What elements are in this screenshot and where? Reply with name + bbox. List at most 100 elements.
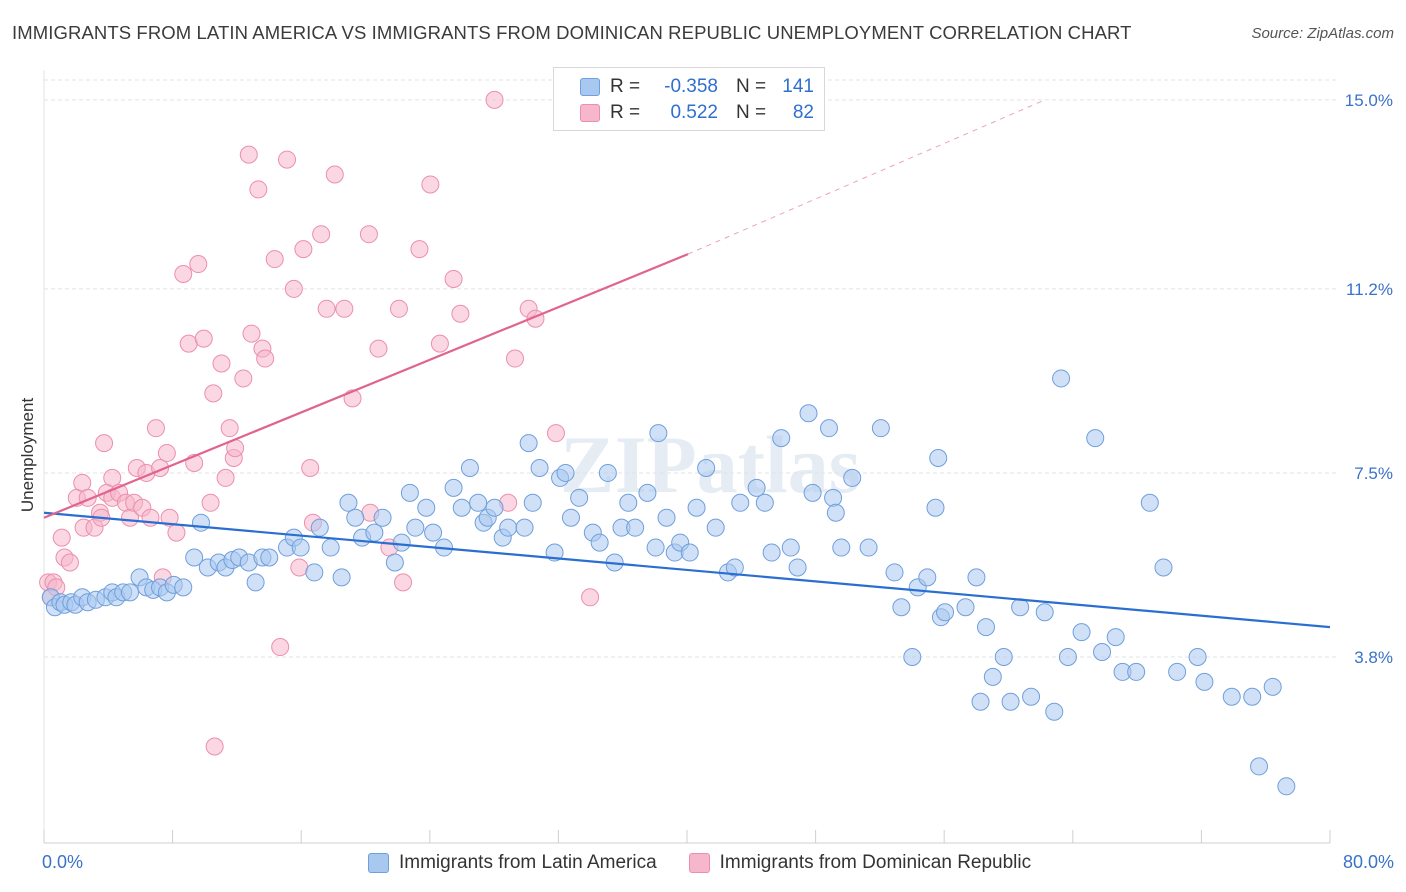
data-point-dominican-republic (359, 225, 378, 244)
data-point-latin-america (321, 538, 340, 557)
data-point-latin-america (469, 493, 488, 512)
series-legend-label: Immigrants from Dominican Republic (719, 852, 1032, 873)
data-point-latin-america (406, 518, 425, 537)
data-point-latin-america (339, 493, 358, 512)
data-point-dominican-republic (239, 145, 258, 164)
data-point-latin-america (515, 518, 534, 537)
data-point-latin-america (1154, 558, 1173, 577)
series-legend-dominican-republic: Immigrants from Dominican Republic (688, 852, 1032, 874)
data-point-dominican-republic (325, 165, 344, 184)
data-point-latin-america (523, 493, 542, 512)
data-point-dominican-republic (60, 553, 79, 572)
data-point-dominican-republic (389, 299, 408, 318)
data-point-latin-america (820, 419, 838, 438)
series-swatch-dominican-republic (688, 853, 710, 873)
data-point-latin-america (956, 598, 975, 617)
data-point-latin-america (936, 603, 955, 622)
data-point-dominican-republic (204, 384, 223, 403)
data-point-dominican-republic (335, 299, 354, 318)
data-point-latin-america (260, 548, 279, 567)
data-point-dominican-republic (146, 419, 165, 438)
data-point-latin-america (892, 598, 911, 617)
data-point-dominican-republic (95, 434, 114, 453)
data-point-dominican-republic (220, 419, 239, 438)
data-point-dominican-republic (167, 523, 186, 542)
data-point-latin-america (731, 493, 750, 512)
data-point-latin-america (697, 458, 716, 477)
data-point-latin-america (755, 493, 774, 512)
data-point-dominican-republic (451, 304, 470, 323)
data-point-latin-america (859, 538, 878, 557)
data-point-latin-america (1058, 647, 1077, 666)
data-point-latin-america (1052, 369, 1071, 388)
data-point-dominican-republic (410, 240, 429, 259)
data-point-latin-america (385, 553, 404, 572)
data-point-latin-america (1250, 757, 1269, 776)
data-point-latin-america (983, 667, 1002, 686)
data-point-dominican-republic (581, 588, 600, 607)
data-point-latin-america (424, 523, 443, 542)
data-point-latin-america (561, 508, 580, 527)
legend-n-value: 141 (782, 76, 814, 97)
data-point-latin-america (1022, 687, 1041, 706)
x-axis (43, 70, 1331, 844)
data-point-latin-america (903, 647, 922, 666)
data-point-dominican-republic (212, 354, 231, 373)
data-point-latin-america (444, 478, 463, 497)
data-point-latin-america (365, 523, 384, 542)
data-point-latin-america (967, 568, 986, 587)
legend-swatch-dominican-republic (580, 104, 600, 122)
data-point-latin-america (788, 558, 807, 577)
y-tick-label: 15.0% (1345, 91, 1393, 110)
data-point-latin-america (885, 563, 904, 582)
data-point-latin-america (1035, 603, 1054, 622)
data-point-latin-america (638, 483, 657, 502)
legend-row-latin-america: R = -0.358 N = 141 (580, 75, 814, 99)
data-point-latin-america (843, 468, 862, 487)
data-point-latin-america (832, 538, 851, 557)
series-swatch-latin-america (368, 853, 389, 873)
legend-n-label: N = (736, 102, 767, 123)
data-point-dominican-republic (290, 558, 309, 577)
data-point-dominican-republic (189, 255, 208, 274)
data-point-latin-america (392, 533, 411, 552)
data-point-latin-america (1045, 702, 1064, 721)
data-point-latin-america (725, 558, 744, 577)
y-tick-label: 3.8% (1354, 648, 1393, 667)
series-legend: Immigrants from Latin America Immigrants… (368, 852, 1063, 874)
data-point-latin-america (246, 573, 265, 592)
data-point-latin-america (1086, 429, 1105, 448)
data-point-latin-america (499, 518, 518, 537)
data-point-latin-america (1140, 493, 1159, 512)
data-point-latin-america (332, 568, 351, 587)
data-point-latin-america (971, 692, 990, 711)
data-point-latin-america (826, 503, 845, 522)
data-point-latin-america (185, 548, 204, 567)
data-point-dominican-republic (444, 269, 463, 288)
data-point-latin-america (762, 543, 781, 562)
data-point-dominican-republic (485, 90, 504, 109)
trend-lines (43, 99, 1331, 629)
data-point-dominican-republic (317, 299, 336, 318)
legend-r-value: 0.522 (670, 102, 718, 123)
data-point-latin-america (417, 498, 436, 517)
legend-n-label: N = (736, 76, 767, 97)
data-point-latin-america (977, 618, 995, 637)
data-point-dominican-republic (256, 349, 275, 368)
data-point-latin-america (485, 498, 504, 517)
data-point-latin-america (1011, 598, 1030, 617)
data-point-dominican-republic (249, 180, 268, 199)
data-point-dominican-republic (506, 349, 524, 368)
data-point-dominican-republic (194, 329, 213, 348)
data-point-dominican-republic (421, 175, 440, 194)
data-point-latin-america (626, 518, 645, 537)
data-point-latin-america (1001, 692, 1020, 711)
data-point-latin-america (530, 458, 549, 477)
y-tick-label: 11.2% (1346, 280, 1393, 299)
data-point-latin-america (174, 578, 193, 597)
data-point-latin-america (346, 508, 365, 527)
legend-swatch-latin-america (580, 78, 600, 96)
data-point-latin-america (590, 533, 609, 552)
y-axis-label: Unemployment (18, 397, 37, 513)
data-point-dominican-republic (312, 225, 331, 244)
